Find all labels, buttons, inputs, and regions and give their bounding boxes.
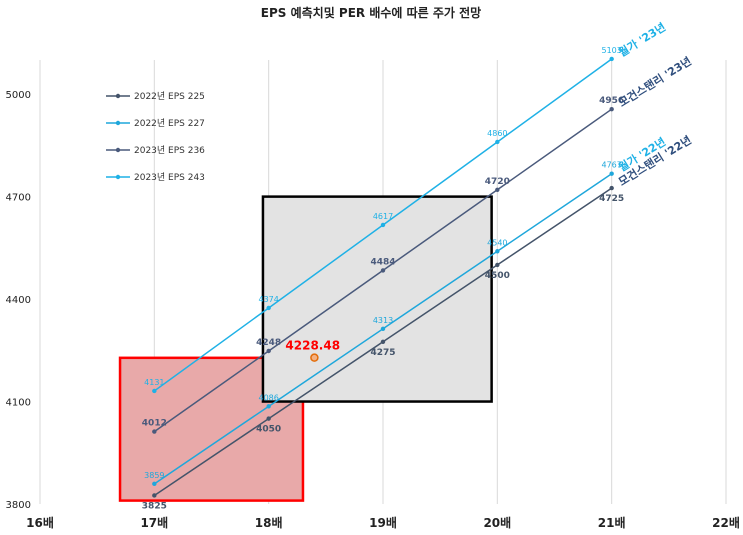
y-tick-label-1: 4100: [6, 398, 31, 409]
data-label-s1-1: 4086: [258, 393, 278, 402]
point-s2-1: [266, 348, 271, 354]
y-tick-label-4: 5000: [6, 90, 31, 101]
legend-marker-2: [115, 147, 121, 153]
legend-label-1: 2022년 EPS 227: [134, 118, 205, 129]
annotation-1: 모건스탠리 '23년: [616, 54, 694, 110]
data-label-s3-3: 4860: [487, 129, 507, 138]
data-label-s3-1: 4374: [258, 295, 278, 304]
point-s1-3: [495, 249, 500, 254]
data-label-s1-2: 4313: [373, 316, 393, 325]
legend-label-2: 2023년 EPS 236: [134, 145, 205, 156]
x-tick-label-3: 19배: [369, 515, 397, 530]
data-label-s0-2: 4275: [370, 348, 395, 358]
legend-marker-1: [115, 120, 121, 126]
point-s3-4: [609, 56, 614, 62]
legend: 2022년 EPS 225 2022년 EPS 227 2023년 EPS 236 2…: [106, 91, 205, 183]
current-price-label: 4228.48: [285, 339, 340, 353]
point-s1-4: [609, 171, 614, 176]
data-label-s2-3: 4720: [485, 177, 510, 187]
point-s0-3: [495, 262, 500, 268]
y-tick-label-2: 4400: [6, 295, 31, 306]
data-label-s1-4: 4767: [601, 161, 621, 170]
point-s2-0: [152, 429, 157, 434]
data-label-s1-3: 4540: [487, 238, 507, 247]
point-s0-0: [152, 493, 157, 498]
legend-marker-3: [115, 174, 121, 180]
point-s2-3: [495, 187, 500, 192]
data-label-s3-2: 4617: [373, 212, 393, 221]
y-tick-label-3: 4700: [6, 193, 31, 204]
legend-label-0: 2022년 EPS 225: [134, 91, 205, 102]
point-s2-2: [380, 268, 386, 273]
legend-label-3: 2023년 EPS 243: [134, 172, 205, 183]
point-s3-3: [495, 139, 500, 145]
point-s1-2: [380, 326, 386, 331]
x-tick-label-4: 20배: [483, 515, 511, 530]
x-tick-label-1: 17배: [140, 515, 168, 530]
boxes: [118, 195, 493, 502]
point-s2-4: [609, 106, 614, 112]
point-s0-4: [609, 185, 614, 191]
x-tick-label-6: 22배: [712, 515, 740, 530]
point-s1-1: [266, 404, 271, 409]
data-label-s1-0: 3859: [144, 471, 164, 480]
point-s1-0: [152, 481, 157, 487]
data-label-s2-0: 4012: [142, 419, 167, 429]
data-label-s0-3: 4500: [485, 271, 510, 281]
x-tick-label-5: 21배: [598, 515, 626, 530]
data-label-s2-2: 4484: [370, 257, 395, 267]
y-tick-label-0: 3800: [6, 500, 31, 511]
data-label-s3-4: 5103: [601, 46, 621, 55]
point-s3-1: [266, 305, 271, 311]
chart-title: EPS 예측치및 PER 배수에 따른 주가 전망: [261, 5, 481, 20]
data-label-s2-1: 4248: [256, 338, 281, 348]
data-label-s0-0: 3825: [142, 501, 167, 511]
axes: 3800 4100 4400 4700 5000 16배 17배 18배 19배 20배 21배 22…: [6, 60, 740, 530]
series: 3825 4050 4275 4500 4725 3859 4086 4313 4540 4767…: [142, 46, 624, 511]
data-label-s3-0: 4131: [144, 378, 164, 387]
annotation-0: 월가 '23년: [616, 20, 668, 60]
data-label-s0-4: 4725: [599, 194, 624, 204]
data-label-s0-1: 4050: [256, 425, 281, 435]
data-label-s2-4: 4956: [599, 96, 624, 106]
x-tick-label-2: 18배: [255, 515, 283, 530]
current-price-point: [310, 353, 319, 362]
point-s0-1: [266, 416, 271, 421]
point-s0-2: [380, 339, 386, 344]
legend-marker-0: [115, 93, 121, 99]
x-tick-label-0: 16배: [26, 515, 54, 530]
point-s3-2: [380, 222, 386, 228]
point-s3-0: [152, 388, 157, 394]
grey-box: [261, 195, 493, 403]
